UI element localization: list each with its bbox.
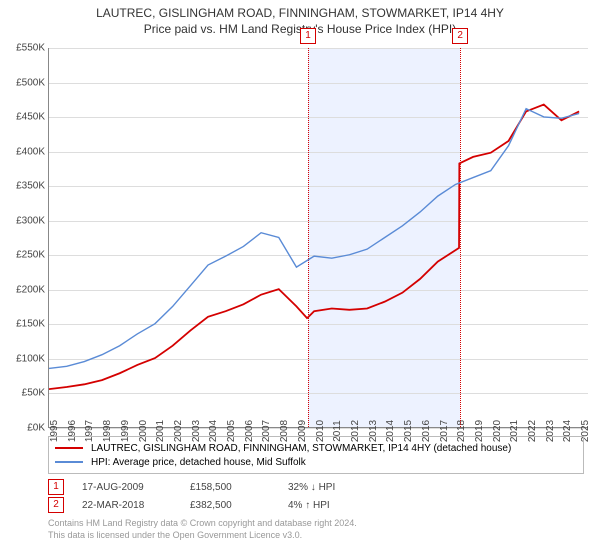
row-price: £158,500 xyxy=(190,482,270,493)
price-chart: £0K£50K£100K£150K£200K£250K£300K£350K£40… xyxy=(48,48,588,428)
y-axis-label: £50K xyxy=(22,388,45,399)
legend: LAUTREC, GISLINGHAM ROAD, FINNINGHAM, ST… xyxy=(48,436,584,474)
footer-line2: This data is licensed under the Open Gov… xyxy=(48,530,357,542)
y-axis-label: £300K xyxy=(16,215,45,226)
y-axis-label: £0K xyxy=(27,423,45,434)
row-marker: 2 xyxy=(48,497,64,513)
legend-swatch xyxy=(55,447,83,449)
row-marker: 1 xyxy=(48,479,64,495)
y-axis-label: £550K xyxy=(16,43,45,54)
row-date: 22-MAR-2018 xyxy=(82,500,172,511)
row-price: £382,500 xyxy=(190,500,270,511)
y-axis-label: £100K xyxy=(16,353,45,364)
legend-item: LAUTREC, GISLINGHAM ROAD, FINNINGHAM, ST… xyxy=(55,441,577,455)
chart-lines xyxy=(49,48,588,427)
table-row: 2 22-MAR-2018 £382,500 4% ↑ HPI xyxy=(48,496,378,514)
row-date: 17-AUG-2009 xyxy=(82,482,172,493)
table-row: 1 17-AUG-2009 £158,500 32% ↓ HPI xyxy=(48,478,378,496)
footer-line1: Contains HM Land Registry data © Crown c… xyxy=(48,518,357,530)
legend-swatch xyxy=(55,461,83,463)
y-axis-label: £200K xyxy=(16,284,45,295)
row-pct: 4% ↑ HPI xyxy=(288,500,378,511)
legend-label: HPI: Average price, detached house, Mid … xyxy=(91,457,306,468)
legend-label: LAUTREC, GISLINGHAM ROAD, FINNINGHAM, ST… xyxy=(91,443,511,454)
page-title: LAUTREC, GISLINGHAM ROAD, FINNINGHAM, ST… xyxy=(0,6,600,20)
marker-box: 1 xyxy=(300,28,316,44)
transaction-table: 1 17-AUG-2009 £158,500 32% ↓ HPI 2 22-MAR-201… xyxy=(48,478,378,514)
series-property xyxy=(49,105,579,390)
row-pct: 32% ↓ HPI xyxy=(288,482,378,493)
y-axis-label: £150K xyxy=(16,319,45,330)
y-axis-label: £350K xyxy=(16,181,45,192)
footer-note: Contains HM Land Registry data © Crown c… xyxy=(48,518,357,541)
marker-box: 2 xyxy=(452,28,468,44)
legend-item: HPI: Average price, detached house, Mid … xyxy=(55,455,577,469)
y-axis-label: £500K xyxy=(16,77,45,88)
y-axis-label: £250K xyxy=(16,250,45,261)
y-axis-label: £450K xyxy=(16,112,45,123)
y-axis-label: £400K xyxy=(16,146,45,157)
